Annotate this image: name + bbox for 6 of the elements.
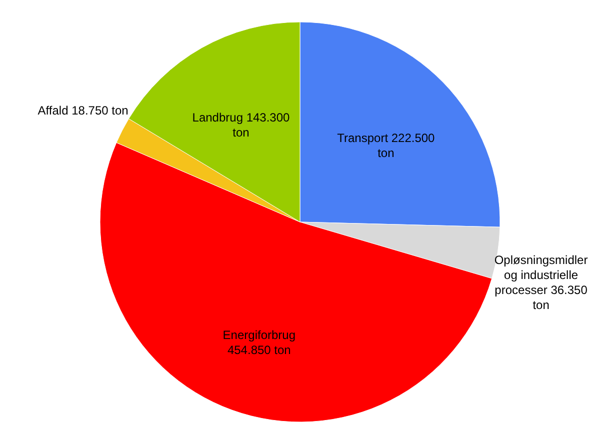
slice-label: Affald 18.750 ton xyxy=(38,103,128,118)
slice-label: Transport 222.500 ton xyxy=(337,131,436,160)
slice-label: Landbrug 143.300 ton xyxy=(192,110,290,140)
data-label: 454.850 ton xyxy=(227,342,291,357)
slice-label: Energiforbrug xyxy=(222,328,296,342)
slice-label: Opløsningsmidler og industrielle processer 36.350 ton xyxy=(494,252,588,312)
